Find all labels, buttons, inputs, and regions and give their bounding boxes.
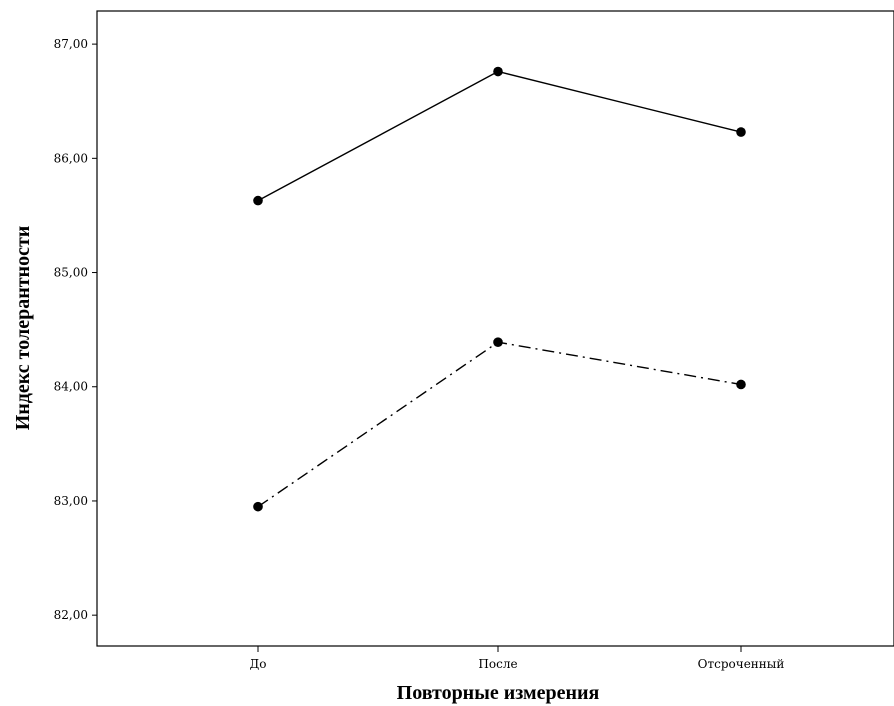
y-tick-label: 82,00 <box>54 608 88 622</box>
y-axis: 82,00 83,00 84,00 85,00 86,00 87,00 <box>54 37 97 622</box>
y-tick-label: 84,00 <box>54 380 88 394</box>
series-line-2 <box>257 341 742 508</box>
series-line-1 <box>257 70 742 202</box>
series-2-point <box>253 501 263 512</box>
y-tick-label: 87,00 <box>54 37 88 51</box>
x-tick-label: После <box>478 657 517 671</box>
y-tick-label: 85,00 <box>54 266 88 280</box>
plot-frame <box>96 10 894 647</box>
y-tick-label: 86,00 <box>54 151 88 165</box>
series-layer <box>253 66 746 512</box>
series-1-point <box>253 195 263 206</box>
series-2-point <box>736 379 746 390</box>
y-tick-label: 83,00 <box>54 494 88 508</box>
series-2-point <box>493 337 503 348</box>
series-1-point <box>736 127 746 137</box>
x-tick-label: Отсроченный <box>698 657 785 671</box>
y-axis-title: Индекс толерантности <box>12 226 34 431</box>
x-axis-title: Повторные измерения <box>397 682 600 704</box>
x-axis: До После Отсроченный <box>250 646 785 671</box>
x-tick-label: До <box>250 657 267 671</box>
series-1-point <box>493 66 503 77</box>
